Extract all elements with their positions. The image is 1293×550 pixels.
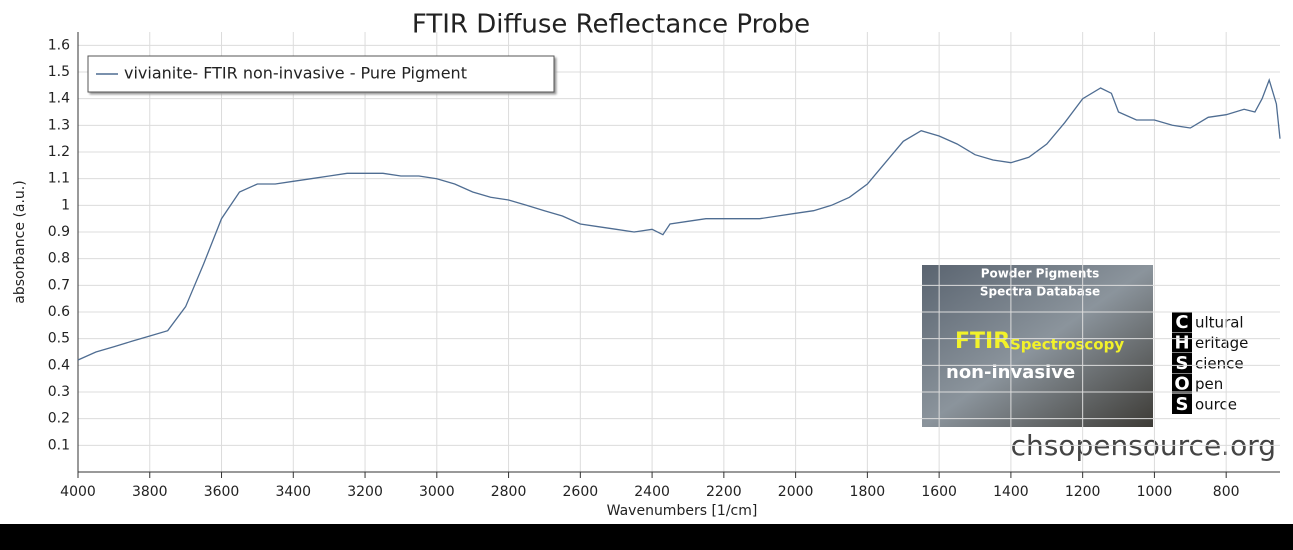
y-tick-label: 1.5 bbox=[48, 64, 70, 80]
x-tick-label: 3800 bbox=[132, 484, 168, 500]
x-axis-label: Wavenumbers [1/cm] bbox=[607, 503, 758, 519]
y-tick-label: 0.9 bbox=[48, 224, 70, 240]
x-tick-label: 2600 bbox=[563, 484, 599, 500]
y-tick-label: 0.6 bbox=[48, 304, 70, 320]
logo-letter-box bbox=[1172, 312, 1192, 332]
logo-letter: S bbox=[1176, 353, 1189, 374]
logo-image bbox=[922, 265, 1153, 427]
image-text: Powder Pigments bbox=[981, 267, 1100, 281]
image-text: Spectroscopy bbox=[1010, 336, 1124, 354]
x-tick-label: 3000 bbox=[419, 484, 455, 500]
x-tick-label: 1200 bbox=[1065, 484, 1101, 500]
x-tick-label: 3400 bbox=[275, 484, 311, 500]
logo-letter: O bbox=[1174, 374, 1189, 395]
y-tick-label: 0.5 bbox=[48, 331, 70, 347]
x-tick-label: 1400 bbox=[993, 484, 1029, 500]
logo-letter: S bbox=[1176, 394, 1189, 415]
image-text: Spectra Database bbox=[980, 285, 1100, 299]
logo-letter-box bbox=[1172, 332, 1192, 353]
x-tick-label: 2800 bbox=[491, 484, 527, 500]
x-tick-label: 2400 bbox=[634, 484, 670, 500]
footer-bar bbox=[0, 524, 1293, 550]
logo-letter-box bbox=[1172, 373, 1192, 394]
logo-word: eritage bbox=[1195, 334, 1248, 352]
y-tick-label: 1.2 bbox=[48, 144, 70, 160]
logo-word: ultural bbox=[1195, 314, 1244, 332]
y-axis-label: absorbance (a.u.) bbox=[12, 180, 28, 303]
y-tick-label: 0.8 bbox=[48, 251, 70, 267]
x-tick-label: 800 bbox=[1213, 484, 1240, 500]
logo-word: cience bbox=[1195, 355, 1244, 373]
x-tick-label: 1000 bbox=[1137, 484, 1173, 500]
y-tick-label: 0.3 bbox=[48, 384, 70, 400]
logo-letter: C bbox=[1175, 312, 1188, 333]
y-tick-label: 1.6 bbox=[48, 37, 70, 53]
logo-letter: H bbox=[1174, 333, 1189, 354]
logo-word: ource bbox=[1195, 396, 1237, 414]
logo-letter-box bbox=[1172, 353, 1192, 373]
y-tick-label: 0.1 bbox=[48, 437, 70, 453]
logo-letter-box bbox=[1172, 394, 1192, 414]
y-tick-label: 0.4 bbox=[48, 357, 70, 373]
y-tick-label: 1.4 bbox=[48, 91, 70, 107]
legend-box bbox=[87, 55, 555, 93]
x-tick-label: 4000 bbox=[60, 484, 96, 500]
watermark: Powder Pigments Spectra Database FTIR Sp… bbox=[922, 265, 1276, 462]
x-tick-label: 1600 bbox=[921, 484, 957, 500]
y-tick-label: 1 bbox=[61, 197, 70, 213]
logo-word: pen bbox=[1195, 375, 1223, 393]
x-tick-label: 3200 bbox=[347, 484, 383, 500]
x-tick-label: 2000 bbox=[778, 484, 814, 500]
y-tick-label: 0.2 bbox=[48, 411, 70, 427]
x-tick-label: 1800 bbox=[850, 484, 886, 500]
y-tick-label: 1.1 bbox=[48, 171, 70, 187]
legend: vivianite- FTIR non-invasive - Pure Pigm… bbox=[87, 55, 555, 93]
chart-title: FTIR Diffuse Reflectance Probe bbox=[412, 10, 810, 40]
x-tick-label: 2200 bbox=[706, 484, 742, 500]
image-text: FTIR bbox=[955, 329, 1010, 354]
x-tick-label: 3600 bbox=[204, 484, 240, 500]
data-line bbox=[77, 77, 1281, 361]
y-tick-label: 1.3 bbox=[48, 117, 70, 133]
y-tick-label: 0.7 bbox=[48, 277, 70, 293]
legend-label: vivianite- FTIR non-invasive - Pure Pigm… bbox=[124, 64, 467, 83]
